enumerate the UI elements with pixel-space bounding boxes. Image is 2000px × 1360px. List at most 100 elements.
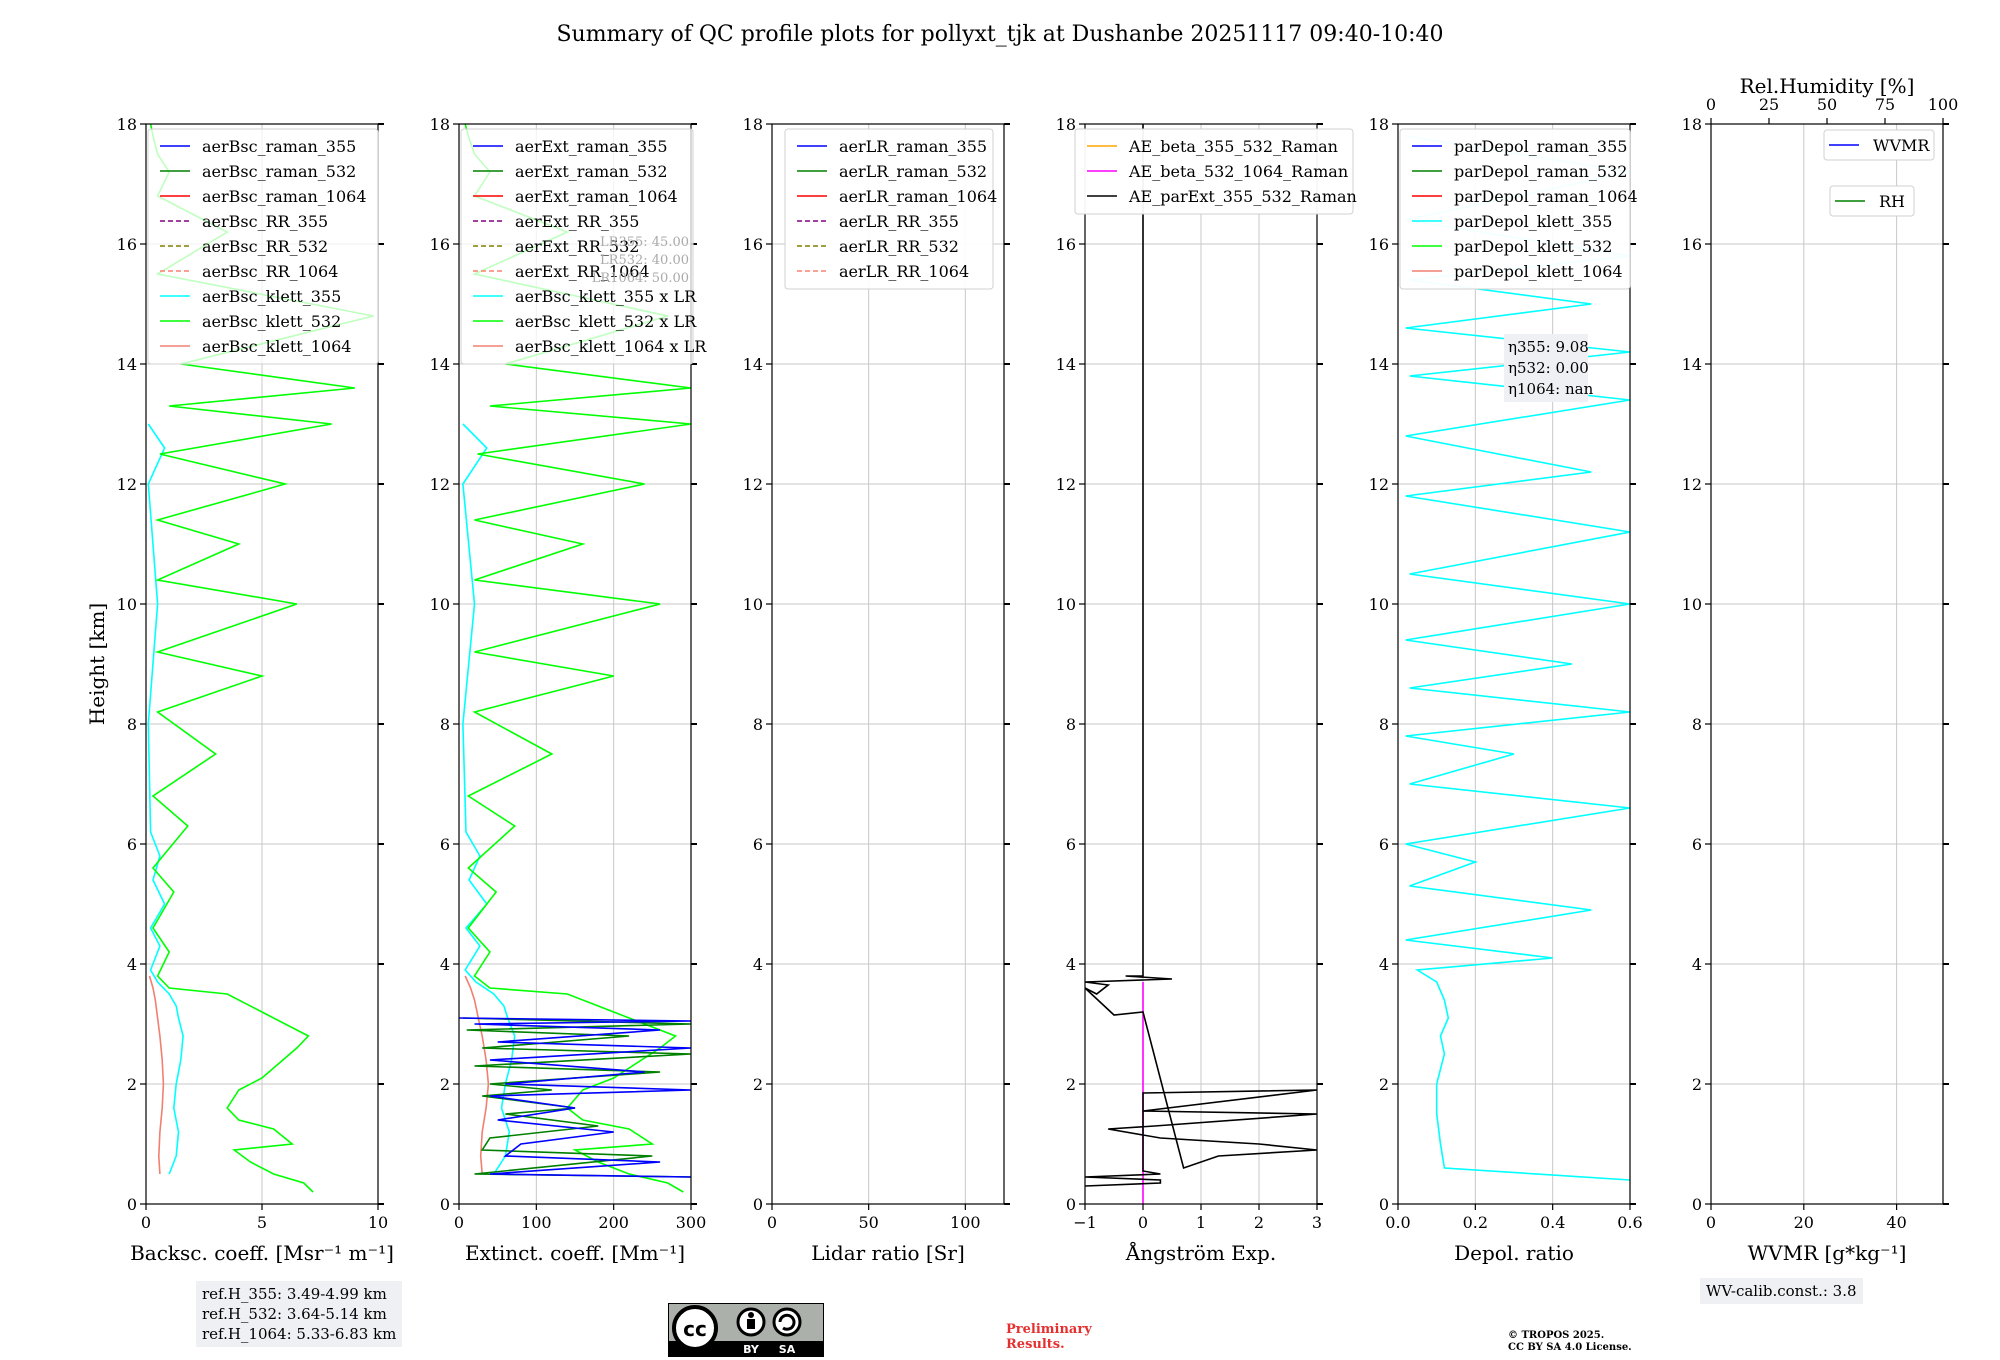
legend-label: parDepol_raman_532 xyxy=(1454,162,1627,181)
xtick-label: 100 xyxy=(521,1213,552,1232)
svg-text:cc: cc xyxy=(683,1317,707,1341)
preliminary-line-2: Results. xyxy=(1006,1337,1065,1352)
plot-frame xyxy=(458,123,692,1205)
xtick-label: 5 xyxy=(257,1213,267,1232)
series-line-ae-parext-355-532-raman xyxy=(1085,124,1317,1187)
panel-backscatter: 0 2 4 6 8 10 12 14 16 18 0 5 10 Backsc. coeff. [Msr⁻¹… xyxy=(85,115,394,1265)
legend-entry-aerbsc-rr-1064: aerBsc_RR_1064 xyxy=(160,262,338,281)
xtick-label: 0.6 xyxy=(1617,1213,1642,1232)
legend-label: AE_beta_532_1064_Raman xyxy=(1128,162,1348,181)
ytick-label: 16 xyxy=(117,235,137,254)
ytick-label: 6 xyxy=(1692,835,1702,854)
share-alike-icon xyxy=(772,1307,802,1337)
legend-label: WVMR xyxy=(1873,136,1930,155)
legend-label: aerBsc_klett_355 x LR xyxy=(515,287,697,306)
ytick-label: 10 xyxy=(1056,595,1076,614)
legend-box xyxy=(1074,128,1354,215)
plot-frame xyxy=(771,123,1005,1205)
xtick-label: 10 xyxy=(368,1213,388,1232)
ytick-label: 12 xyxy=(117,475,137,494)
wv-calib-box: WV-calib.const.: 3.8 xyxy=(1700,1278,1863,1304)
license-line-2: CC BY SA 4.0 License. xyxy=(1508,1342,1632,1353)
eta-annotation-box: η355: 9.08 η532: 0.00 η1064: nan xyxy=(1504,334,1594,402)
xtick-label: 3 xyxy=(1312,1213,1322,1232)
legend-label: aerLR_RR_355 xyxy=(839,212,959,231)
legend-backscatter: aerBsc_raman_355 aerBsc_raman_532 aerBsc_r… xyxy=(147,128,379,365)
legend-label: aerBsc_raman_355 xyxy=(202,137,356,156)
legend-label: AE_beta_355_532_Raman xyxy=(1128,137,1338,156)
ytick-label: 4 xyxy=(1692,955,1702,974)
xtick-label: 0.4 xyxy=(1540,1213,1565,1232)
ytick-label: 16 xyxy=(1369,235,1389,254)
lidar-ratio-annotation: LR532: 40.00 xyxy=(600,253,689,268)
legend-depol: parDepol_raman_355 parDepol_raman_532 parD… xyxy=(1399,128,1638,290)
ytick-label: 6 xyxy=(753,835,763,854)
legend-label: aerBsc_RR_1064 xyxy=(202,262,338,281)
ytick-label: 4 xyxy=(1066,955,1076,974)
ytick-label: 10 xyxy=(1682,595,1702,614)
y-axis-label: Height [km] xyxy=(85,603,109,725)
legend-entry-aerlr-rr-355: aerLR_RR_355 xyxy=(797,212,959,231)
figure-title: Summary of QC profile plots for pollyxt_… xyxy=(556,22,1444,47)
ytick-label: 18 xyxy=(1369,115,1389,134)
legend-label: aerExt_raman_1064 xyxy=(515,187,678,206)
legend-entry-aerlr-rr-532: aerLR_RR_532 xyxy=(797,237,959,256)
legend-entry-pardepol-raman-1064: parDepol_raman_1064 xyxy=(1412,187,1638,206)
eta-label: η355: 9.08 xyxy=(1508,338,1589,356)
top-xtick-label: 75 xyxy=(1875,95,1895,114)
legend-label: aerExt_raman_532 xyxy=(515,162,668,181)
legend-label: parDepol_raman_1064 xyxy=(1454,187,1638,206)
legend-label: aerLR_RR_532 xyxy=(839,237,959,256)
ytick-label: 14 xyxy=(1682,355,1702,374)
ytick-label: 4 xyxy=(440,955,450,974)
legend-entry-pardepol-klett-532: parDepol_klett_532 xyxy=(1412,237,1612,256)
xtick-label: 100 xyxy=(950,1213,981,1232)
top-xtick-label: 50 xyxy=(1817,95,1837,114)
lidar-ratio-annotation: LR1064: 50.00 xyxy=(592,271,689,286)
legend-entry-pardepol-raman-532: parDepol_raman_532 xyxy=(1412,162,1627,181)
eta-label: η532: 0.00 xyxy=(1508,359,1589,377)
series-line-pardepol-klett-355 xyxy=(1405,135,1630,1181)
ref-height-1064: ref.H_1064: 5.33-6.83 km xyxy=(202,1325,397,1343)
legend-label: parDepol_klett_1064 xyxy=(1454,262,1623,281)
legend-label: aerBsc_raman_1064 xyxy=(202,187,367,206)
panel-extinction: 0 2 4 6 8 10 12 14 16 18 0 100 200 300 Extinct. coeff.… xyxy=(430,115,708,1265)
ytick-label: 14 xyxy=(1369,355,1389,374)
top-axis-label: Rel.Humidity [%] xyxy=(1740,74,1915,98)
legend-lidar_ratio: aerLR_raman_355 aerLR_raman_532 aerLR_rama… xyxy=(784,128,997,290)
ytick-label: 6 xyxy=(1379,835,1389,854)
legend-label: aerExt_RR_532 xyxy=(515,237,639,256)
legend-label: aerLR_raman_532 xyxy=(839,162,987,181)
ytick-label: 12 xyxy=(1056,475,1076,494)
legend-label: aerExt_RR_355 xyxy=(515,212,639,231)
ytick-label: 14 xyxy=(117,355,137,374)
ref-height-355: ref.H_355: 3.49-4.99 km xyxy=(202,1285,387,1303)
ytick-label: 10 xyxy=(430,595,450,614)
ytick-label: 8 xyxy=(753,715,763,734)
legend-entry-aerbsc-klett-355-x-lr: aerBsc_klett_355 x LR xyxy=(473,287,697,306)
ytick-label: 10 xyxy=(743,595,763,614)
series-line-aerbsc-klett-1064-x-lr xyxy=(464,975,490,1175)
ytick-label: 12 xyxy=(1682,475,1702,494)
top-xtick-label: 0 xyxy=(1706,95,1716,114)
legend-entry-aerlr-raman-532: aerLR_raman_532 xyxy=(797,162,987,181)
ytick-label: 4 xyxy=(127,955,137,974)
legend-entry-aerext-rr-532: aerExt_RR_532 xyxy=(473,237,639,256)
xtick-label: 0 xyxy=(1706,1213,1716,1232)
xtick-label: 2 xyxy=(1254,1213,1264,1232)
ytick-label: 0 xyxy=(1379,1195,1389,1214)
eta-box-background xyxy=(1504,334,1588,402)
ytick-label: 2 xyxy=(1066,1075,1076,1094)
legend-angstrom: AE_beta_355_532_Raman AE_beta_532_1064_Ra… xyxy=(1074,128,1357,215)
cc-by-label: BY xyxy=(743,1343,760,1356)
legend-entry-aerbsc-raman-1064: aerBsc_raman_1064 xyxy=(160,187,367,206)
ytick-label: 0 xyxy=(753,1195,763,1214)
legend-entry-aerbsc-klett-1064-x-lr: aerBsc_klett_1064 x LR xyxy=(473,337,707,356)
eta-label: η1064: nan xyxy=(1508,380,1594,398)
legend-label: aerLR_RR_1064 xyxy=(839,262,969,281)
ytick-label: 12 xyxy=(743,475,763,494)
series-line-aerbsc-klett-355-x-lr xyxy=(462,423,516,1175)
x-axis-label: WVMR [g*kg⁻¹] xyxy=(1748,1241,1907,1265)
x-axis-label: Ångström Exp. xyxy=(1125,1240,1276,1265)
